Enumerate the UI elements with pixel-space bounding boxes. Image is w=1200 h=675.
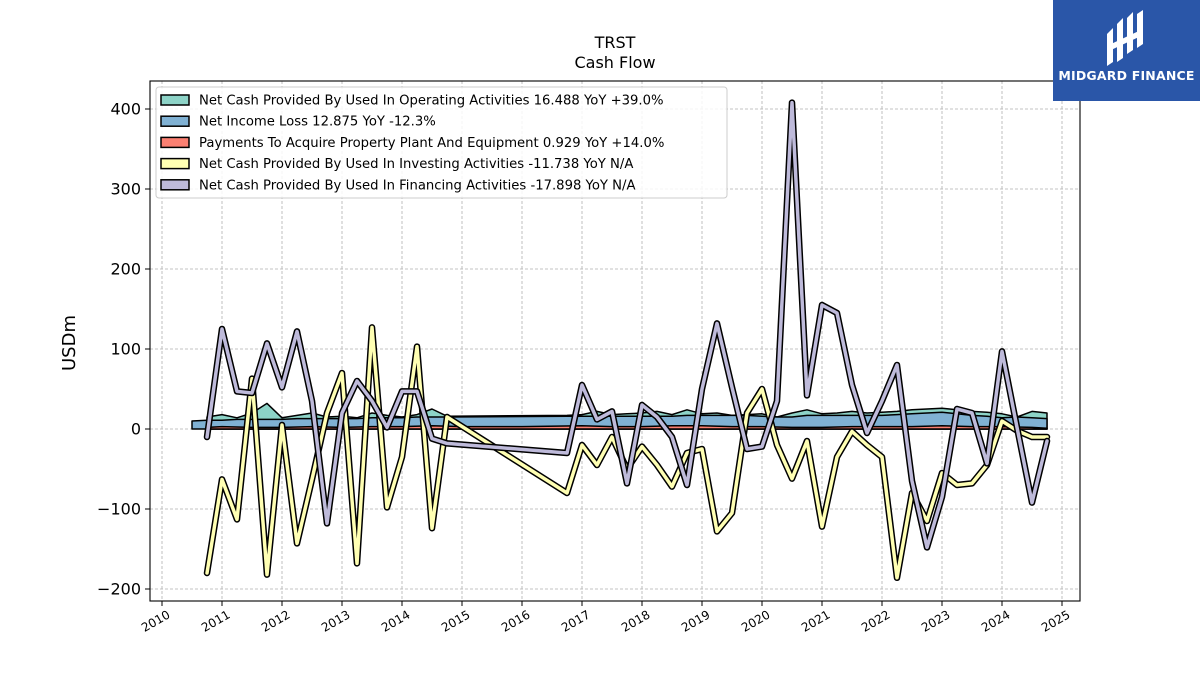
y-tick-label-6: 400 bbox=[110, 100, 141, 119]
series-line-outline-3 bbox=[203, 324, 1051, 582]
y-tick-label-5: 300 bbox=[110, 180, 141, 199]
series-line-4 bbox=[205, 100, 1049, 550]
y-tick-label-1: −100 bbox=[97, 500, 141, 519]
legend-swatch-4 bbox=[160, 179, 190, 191]
series-line-3 bbox=[205, 325, 1049, 580]
midgard-logo-icon bbox=[1107, 10, 1143, 66]
y-tick-label-2: 0 bbox=[131, 420, 141, 439]
legend-swatch-1 bbox=[160, 115, 190, 127]
chart-subtitle: Cash Flow bbox=[574, 53, 655, 72]
x-tick-label-15: 2025 bbox=[1039, 607, 1072, 634]
legend-box bbox=[155, 86, 728, 199]
x-tick-label-0: 2010 bbox=[139, 607, 172, 634]
plot-frame bbox=[149, 80, 1081, 602]
logo-text: MIDGARD FINANCE bbox=[1058, 68, 1195, 83]
legend-swatch-0 bbox=[160, 94, 190, 106]
x-tick-label-10: 2020 bbox=[739, 607, 772, 634]
midgard-finance-logo: MIDGARD FINANCE bbox=[1053, 0, 1200, 101]
x-tick-label-6: 2016 bbox=[499, 607, 532, 634]
x-tick-label-5: 2015 bbox=[439, 607, 472, 634]
x-tick-label-7: 2017 bbox=[559, 607, 592, 634]
x-tick-label-11: 2021 bbox=[799, 607, 832, 634]
legend-swatch-3 bbox=[160, 157, 190, 170]
y-tick-label-3: 100 bbox=[110, 340, 141, 359]
x-axis: 2010 2011 2012 2013 2014 2015 2016 2017 2018 2019… bbox=[139, 601, 1073, 635]
y-tick-label-4: 200 bbox=[110, 260, 141, 279]
x-tick-label-2: 2012 bbox=[259, 607, 292, 634]
y-axis: −200 −100 0 100 200 300 400 bbox=[97, 100, 150, 599]
y-axis-label: USDm bbox=[59, 315, 80, 371]
x-tick-label-1: 2011 bbox=[199, 607, 232, 634]
x-tick-label-12: 2022 bbox=[859, 607, 892, 634]
legend-entry-3: Net Cash Provided By Used In Investing A… bbox=[199, 157, 633, 172]
x-tick-label-8: 2018 bbox=[619, 607, 652, 634]
x-tick-label-3: 2013 bbox=[319, 607, 352, 634]
y-tick-label-0: −200 bbox=[97, 580, 141, 599]
legend-swatch-2 bbox=[160, 136, 190, 149]
series-layer bbox=[191, 99, 1051, 582]
legend-entry-0: Net Cash Provided By Used In Operating A… bbox=[199, 94, 664, 109]
x-tick-label-13: 2023 bbox=[919, 607, 952, 634]
legend: Net Cash Provided By Used In Operating A… bbox=[155, 86, 728, 199]
legend-entry-1: Net Income Loss 12.875 YoY -12.3% bbox=[199, 115, 436, 130]
legend-entry-4: Net Cash Provided By Used In Financing A… bbox=[199, 178, 636, 193]
legend-entry-2: Payments To Acquire Property Plant And E… bbox=[199, 136, 664, 151]
x-tick-label-4: 2014 bbox=[379, 607, 412, 634]
x-tick-label-9: 2019 bbox=[679, 607, 712, 634]
chart-title: TRST bbox=[594, 33, 636, 52]
x-tick-label-14: 2024 bbox=[979, 607, 1012, 634]
